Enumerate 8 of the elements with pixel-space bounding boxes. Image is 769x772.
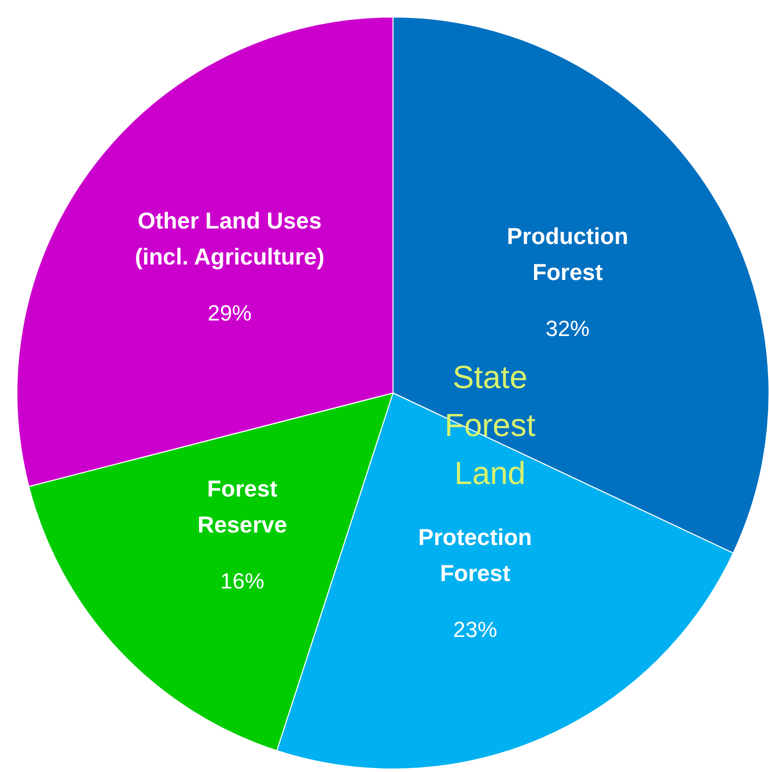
data-label: 32% — [546, 316, 590, 342]
data-label: 29% — [208, 300, 252, 326]
data-label: 16% — [220, 568, 264, 594]
slice-label: Protection Forest — [418, 524, 532, 586]
slice-label: Production Forest — [506, 223, 628, 286]
slice-label: Forest Reserve — [197, 476, 288, 538]
slice-label: Other Land Uses (incl. Agriculture) — [134, 207, 324, 270]
data-label: 23% — [453, 616, 498, 642]
